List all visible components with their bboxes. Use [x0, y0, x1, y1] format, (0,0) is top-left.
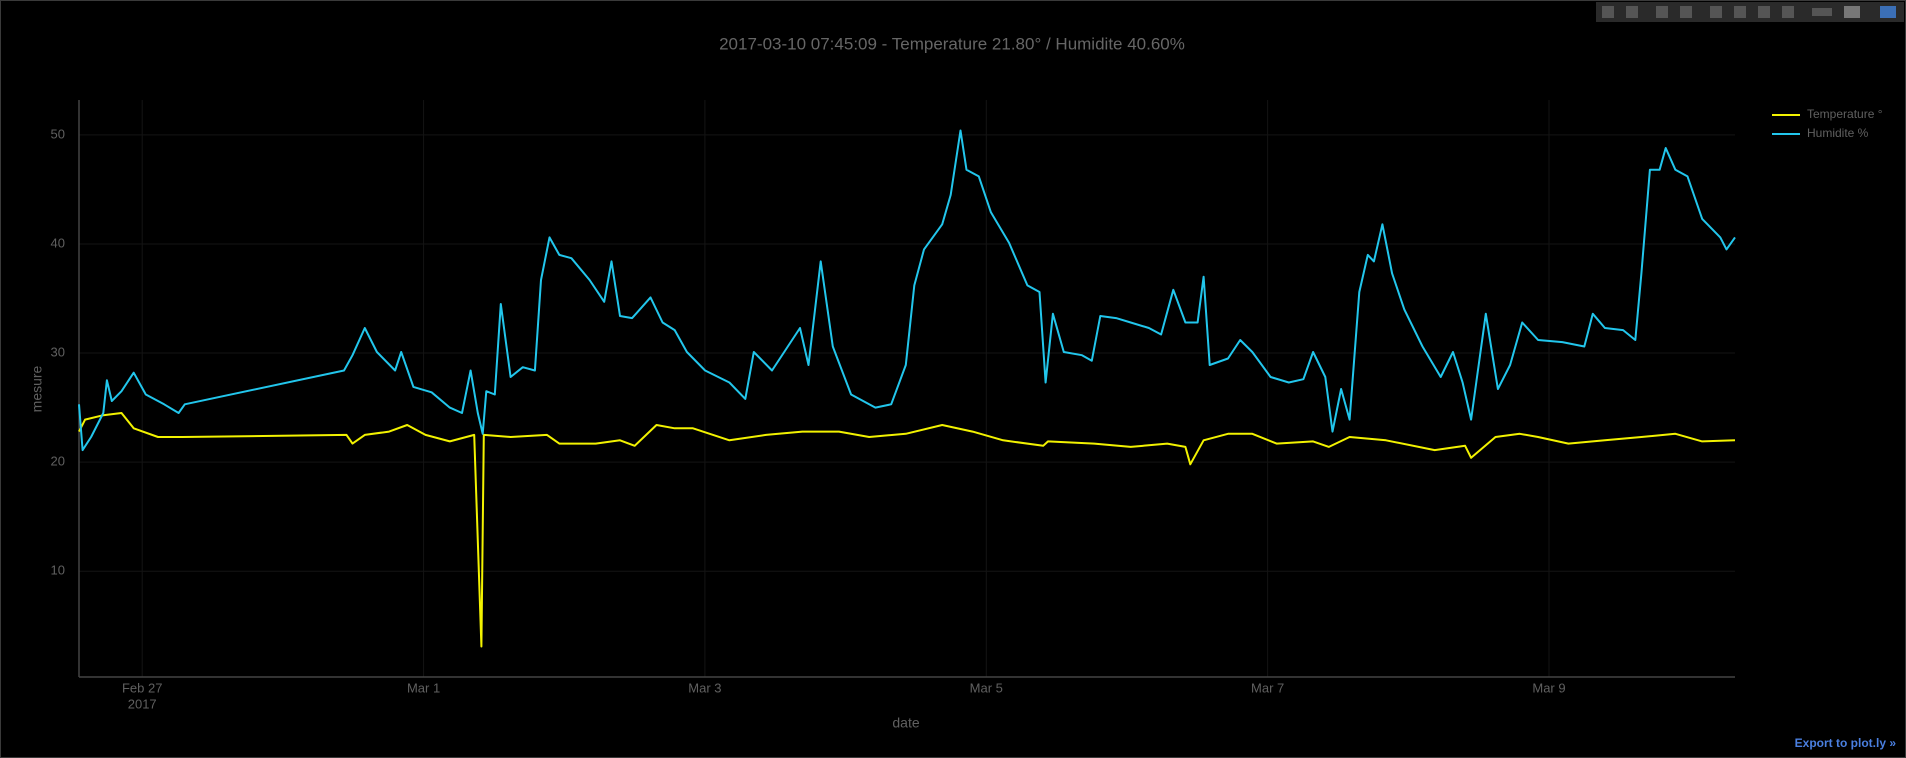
x-tick-label: Mar 7	[1251, 680, 1284, 695]
export-link[interactable]: Export to plot.ly »	[1795, 736, 1897, 750]
legend-item: Humidite %	[1772, 126, 1869, 140]
modebar-button[interactable]	[1734, 6, 1746, 18]
modebar-button[interactable]	[1602, 6, 1614, 18]
series-line	[78, 412, 1736, 648]
legend-label: Humidite %	[1807, 126, 1869, 140]
x-tick-label: Mar 9	[1532, 680, 1565, 695]
x-tick-label: Mar 5	[970, 680, 1003, 695]
x-tick-label: Mar 3	[688, 680, 721, 695]
legend-item: Temperature °	[1772, 107, 1883, 121]
modebar-button[interactable]	[1758, 6, 1770, 18]
x-tick-label: Feb 27	[122, 680, 162, 695]
chart-title: 2017-03-10 07:45:09 - Temperature 21.80°…	[719, 34, 1185, 53]
modebar-button[interactable]	[1782, 6, 1794, 18]
modebar-button[interactable]	[1656, 6, 1668, 18]
y-tick-label: 20	[51, 454, 65, 469]
legend-label: Temperature °	[1807, 107, 1883, 121]
modebar-button[interactable]	[1844, 6, 1860, 18]
y-tick-label: 30	[51, 344, 65, 359]
x-tick-label: Mar 1	[407, 680, 440, 695]
modebar	[1596, 2, 1904, 22]
modebar-button[interactable]	[1710, 6, 1722, 18]
series-line	[78, 129, 1736, 452]
y-tick-label: 40	[51, 235, 65, 250]
x-tick-year: 2017	[128, 696, 157, 711]
modebar-bg	[1596, 2, 1904, 22]
modebar-button[interactable]	[1812, 8, 1832, 16]
x-axis-title: date	[892, 715, 919, 731]
modebar-button[interactable]	[1626, 6, 1638, 18]
y-tick-label: 10	[51, 563, 65, 578]
modebar-button[interactable]	[1680, 6, 1692, 18]
y-tick-label: 50	[51, 126, 65, 141]
modebar-logo[interactable]	[1880, 6, 1896, 18]
y-axis-title: mesure	[29, 365, 45, 412]
